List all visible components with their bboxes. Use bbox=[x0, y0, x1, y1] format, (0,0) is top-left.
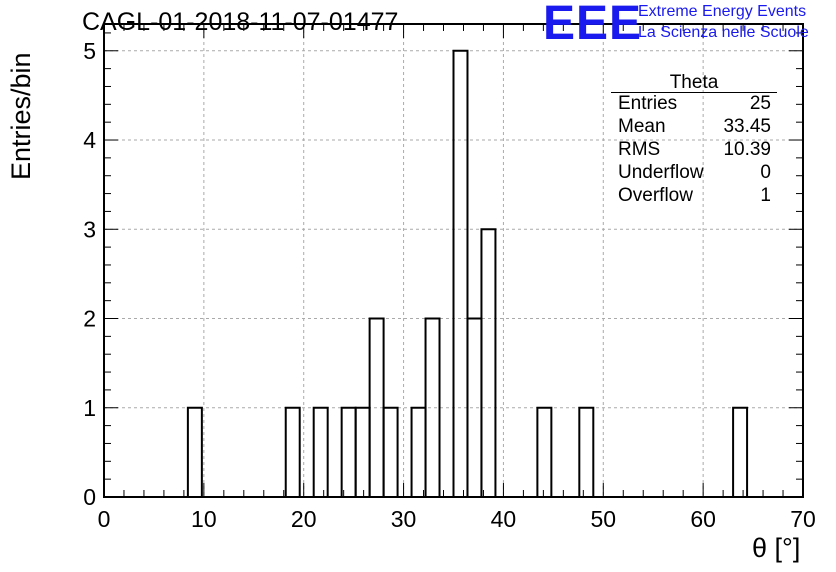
y-tick-label: 1 bbox=[83, 395, 96, 421]
stat-value: 0 bbox=[760, 162, 771, 183]
histogram-series bbox=[186, 49, 749, 497]
stats-title: Theta bbox=[669, 72, 719, 93]
histogram-bin bbox=[732, 406, 749, 497]
y-tick-label: 3 bbox=[83, 216, 96, 242]
y-tick-label: 4 bbox=[83, 127, 96, 153]
stat-key: Entries bbox=[618, 93, 678, 114]
logo-text-line1: Extreme Energy Events bbox=[638, 3, 807, 20]
histogram-bin bbox=[480, 228, 497, 497]
histogram-bin bbox=[340, 406, 357, 497]
x-tick-label: 20 bbox=[291, 506, 317, 532]
x-tick-label: 50 bbox=[590, 506, 616, 532]
histogram-bin bbox=[410, 406, 427, 497]
histogram-bin bbox=[284, 406, 301, 497]
histogram-bin bbox=[452, 49, 469, 497]
histogram-bin bbox=[382, 406, 399, 497]
stat-key: Mean bbox=[618, 116, 666, 137]
histogram-bin bbox=[186, 406, 203, 497]
x-tick-label: 40 bbox=[491, 506, 517, 532]
stat-key: RMS bbox=[618, 139, 661, 160]
histogram-bin bbox=[536, 406, 553, 497]
stat-key: Underflow bbox=[618, 162, 704, 183]
histogram-bin bbox=[354, 406, 371, 497]
x-tick-label: 70 bbox=[790, 506, 816, 532]
histogram-bin bbox=[578, 406, 595, 497]
x-tick-label: 60 bbox=[690, 506, 716, 532]
plot-frame bbox=[103, 23, 804, 498]
stat-value: 25 bbox=[749, 93, 771, 114]
x-tick-label: 30 bbox=[391, 506, 417, 532]
eee-logo: EEE bbox=[543, 0, 643, 50]
histogram-bin bbox=[424, 317, 441, 497]
stats-divider bbox=[611, 92, 777, 93]
x-tick-label: 10 bbox=[191, 506, 217, 532]
x-tick-label: 0 bbox=[98, 506, 111, 532]
logo-text-line2: La Scienza nelle Scuole bbox=[638, 24, 809, 41]
y-tick-label: 2 bbox=[83, 306, 96, 332]
histogram-bin bbox=[312, 406, 329, 497]
stat-value: 33.45 bbox=[723, 116, 771, 137]
chart-title: CAGL-01-2018-11-07-01477 bbox=[82, 8, 399, 36]
y-tick-label: 0 bbox=[83, 484, 96, 510]
axis-ticks bbox=[103, 24, 804, 498]
x-axis-label: θ [°] bbox=[752, 533, 801, 563]
stat-value: 1 bbox=[760, 185, 771, 206]
histogram-bin bbox=[466, 317, 483, 497]
y-axis-label: Entries/bin bbox=[6, 52, 36, 180]
stat-value: 10.39 bbox=[723, 139, 771, 160]
y-tick-label: 5 bbox=[83, 38, 96, 64]
stat-key: Overflow bbox=[618, 185, 693, 206]
